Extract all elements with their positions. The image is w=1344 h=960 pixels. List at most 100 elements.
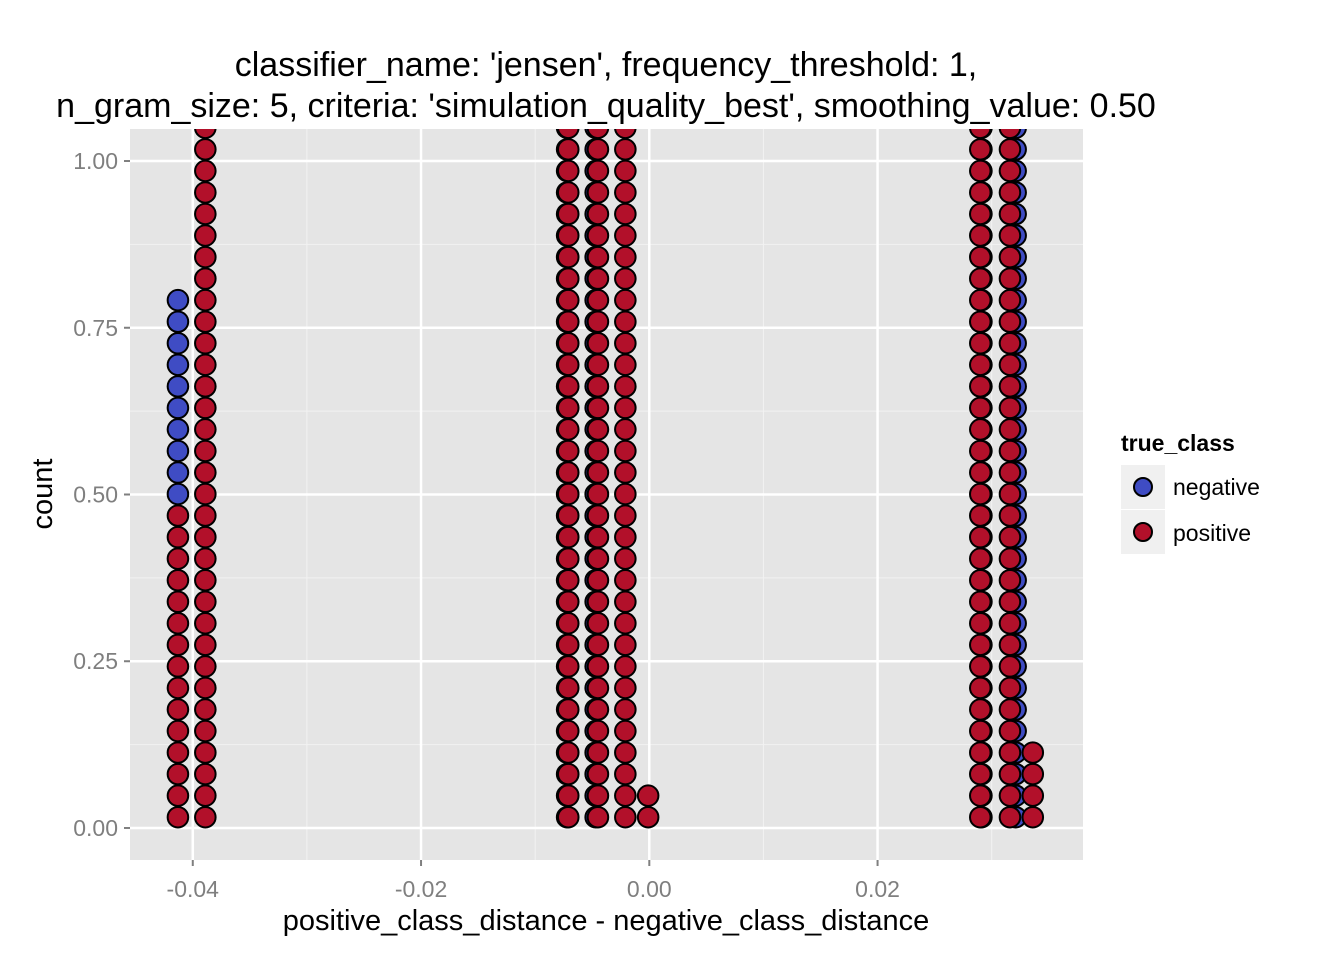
dot-positive	[166, 590, 190, 614]
dot-negative	[166, 482, 190, 506]
dot-positive	[998, 762, 1022, 786]
dot-negative	[166, 331, 190, 355]
legend-title: true_class	[1121, 430, 1235, 456]
dot-positive	[969, 138, 992, 161]
dot-negative	[166, 439, 190, 463]
y-tick-label: 0.50	[73, 482, 118, 508]
dot-positive	[556, 784, 580, 807]
dot-positive	[969, 633, 992, 657]
dot-positive	[194, 159, 217, 183]
dot-positive	[166, 525, 190, 549]
dot-positive	[614, 698, 637, 721]
dot-positive	[194, 762, 217, 786]
dot-positive	[166, 655, 190, 678]
dot-positive	[586, 418, 610, 441]
dot-positive	[969, 310, 992, 333]
dot-positive	[998, 396, 1022, 420]
dot-positive	[194, 353, 217, 377]
dot-negative	[166, 353, 190, 377]
dot-positive	[614, 741, 637, 764]
x-tick-label: -0.04	[167, 876, 220, 902]
dot-positive	[969, 568, 992, 592]
legend-item-negative: negative	[1121, 465, 1260, 509]
dot-positive	[194, 784, 217, 807]
dot-positive	[614, 762, 637, 786]
dot-positive	[556, 762, 580, 786]
dot-positive	[586, 698, 610, 721]
y-tick-label: 0.25	[73, 648, 118, 674]
dot-positive	[586, 762, 610, 786]
dot-positive	[614, 129, 637, 140]
dot-positive	[194, 504, 217, 527]
dot-positive	[969, 224, 992, 247]
dot-positive	[636, 784, 660, 807]
dot-positive	[969, 267, 992, 290]
x-tick-label: 0.00	[627, 876, 672, 902]
dot-positive	[556, 202, 580, 226]
dot-positive	[969, 461, 992, 484]
dot-positive	[998, 655, 1022, 678]
dot-positive	[998, 181, 1022, 204]
dot-negative	[166, 418, 190, 441]
dot-positive	[556, 633, 580, 657]
dot-positive	[614, 418, 637, 441]
legend-label-negative: negative	[1173, 474, 1260, 500]
dot-positive	[166, 805, 190, 829]
dot-positive	[194, 224, 217, 247]
dot-positive	[998, 418, 1022, 441]
dot-positive	[969, 741, 992, 764]
dot-positive	[194, 396, 217, 420]
dot-positive	[586, 224, 610, 247]
dot-positive	[614, 439, 637, 463]
dot-positive	[556, 698, 580, 721]
dot-positive	[969, 805, 992, 829]
dot-positive	[556, 288, 580, 312]
dot-positive	[614, 267, 637, 290]
dot-positive	[969, 504, 992, 527]
dot-positive	[614, 181, 637, 204]
dot-positive	[614, 784, 637, 807]
dot-positive	[998, 482, 1022, 506]
dot-positive	[556, 568, 580, 592]
dot-positive	[1021, 741, 1045, 764]
y-axis: 0.00 0.25 0.50 0.75 1.00	[73, 148, 130, 841]
dot-positive	[166, 762, 190, 786]
dot-positive	[194, 525, 217, 549]
dot-positive	[614, 719, 637, 743]
dot-positive	[998, 439, 1022, 463]
dot-positive	[586, 202, 610, 226]
legend-item-positive: positive	[1121, 510, 1251, 554]
dot-negative	[166, 288, 190, 312]
dot-positive	[194, 310, 217, 333]
legend-swatch-positive	[1133, 522, 1153, 542]
dot-positive	[586, 461, 610, 484]
dot-positive	[586, 245, 610, 269]
dot-positive	[194, 805, 217, 829]
dot-positive	[998, 568, 1022, 592]
dot-positive	[614, 396, 637, 420]
dot-positive	[998, 129, 1022, 140]
dot-positive	[556, 138, 580, 161]
dot-positive	[998, 331, 1022, 355]
dot-positive	[556, 676, 580, 700]
dot-positive	[969, 375, 992, 398]
dot-negative	[166, 375, 190, 398]
dot-positive	[194, 461, 217, 484]
dot-positive	[556, 504, 580, 527]
dot-positive	[614, 159, 637, 183]
y-tick-label: 0.00	[73, 815, 118, 841]
dot-positive	[166, 784, 190, 807]
dot-positive	[194, 418, 217, 441]
dot-positive	[998, 245, 1022, 269]
dot-positive	[586, 288, 610, 312]
dot-positive	[998, 590, 1022, 614]
dot-positive	[586, 633, 610, 657]
dot-positive	[166, 568, 190, 592]
dot-positive	[614, 655, 637, 678]
dot-positive	[614, 547, 637, 570]
dot-positive	[614, 676, 637, 700]
dot-positive	[166, 633, 190, 657]
dot-positive	[614, 224, 637, 247]
dot-positive	[586, 331, 610, 355]
